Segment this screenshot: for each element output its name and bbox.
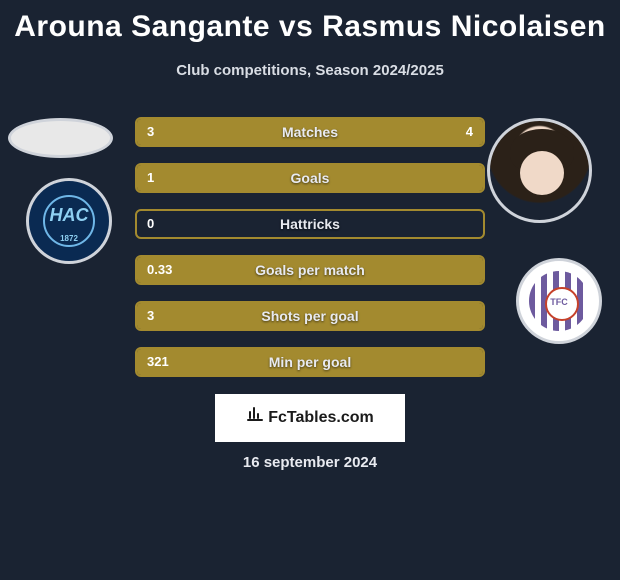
date-line: 16 september 2024 bbox=[0, 454, 620, 471]
stat-value-left: 3 bbox=[147, 303, 154, 329]
chart-icon bbox=[246, 394, 264, 442]
brand-text: FcTables.com bbox=[268, 409, 374, 426]
stat-row: Shots per goal3 bbox=[135, 301, 485, 331]
stat-value-left: 321 bbox=[147, 349, 169, 375]
brand-box: FcTables.com bbox=[215, 394, 405, 442]
stat-label: Min per goal bbox=[137, 349, 483, 375]
stat-label: Goals bbox=[137, 165, 483, 191]
page-title: Arouna Sangante vs Rasmus Nicolaisen bbox=[0, 0, 620, 44]
stat-row: Hattricks0 bbox=[135, 209, 485, 239]
stat-row: Goals1 bbox=[135, 163, 485, 193]
stat-row: Goals per match0.33 bbox=[135, 255, 485, 285]
subtitle: Club competitions, Season 2024/2025 bbox=[0, 62, 620, 79]
stat-row: Min per goal321 bbox=[135, 347, 485, 377]
stat-value-left: 1 bbox=[147, 165, 154, 191]
stat-value-right: 4 bbox=[466, 119, 473, 145]
stat-label: Hattricks bbox=[137, 211, 483, 237]
stat-value-left: 0 bbox=[147, 211, 154, 237]
stat-label: Matches bbox=[137, 119, 483, 145]
club-right-abbrev: TFC bbox=[519, 297, 599, 307]
stat-row: Matches3 4 bbox=[135, 117, 485, 147]
stat-value-left: 3 bbox=[147, 119, 154, 145]
stat-label: Goals per match bbox=[137, 257, 483, 283]
stat-bars: Matches34Goals1Hattricks0Goals per match… bbox=[135, 117, 485, 393]
stat-label: Shots per goal bbox=[137, 303, 483, 329]
stat-value-left: 0.33 bbox=[147, 257, 172, 283]
stats-container: Matches34Goals1Hattricks0Goals per match… bbox=[0, 117, 620, 397]
